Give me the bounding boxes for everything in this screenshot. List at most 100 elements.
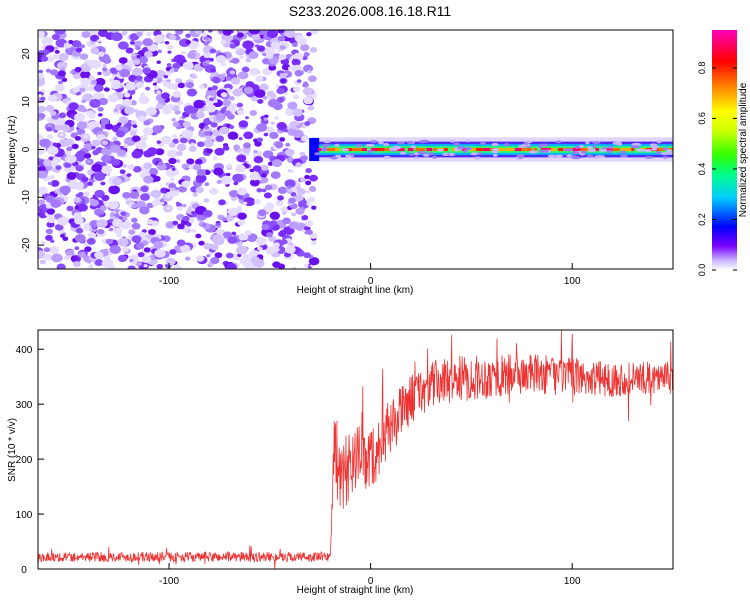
heatmap-noise-cell	[259, 83, 269, 92]
heatmap-noise-cell	[40, 96, 46, 101]
heatmap-noise-cell	[285, 109, 294, 117]
heatmap-band-speckle	[666, 151, 673, 155]
heatmap-noise-cell	[284, 30, 296, 38]
heatmap-noise-cell	[277, 35, 286, 42]
heatmap-noise-cell	[119, 169, 126, 175]
heatmap-noise-cell	[196, 141, 205, 148]
heatmap-band-speckle	[518, 144, 526, 148]
colorbar-tick-label: 0.4	[697, 163, 707, 176]
heatmap-noise-cell	[46, 134, 54, 140]
heatmap-noise-cell	[194, 30, 203, 35]
heatmap-band-peak	[483, 147, 491, 152]
heatmap-noise-cell	[237, 212, 247, 220]
heatmap-noise-cell	[92, 228, 97, 232]
heatmap-noise-cell	[261, 188, 267, 193]
heatmap-noise-cell	[96, 218, 108, 228]
heatmap-noise-cell	[172, 134, 178, 139]
heatmap-noise-cell	[309, 232, 318, 239]
heatmap-noise-cell	[232, 173, 244, 183]
heatmap-band-peak	[580, 147, 590, 152]
heatmap-band-speckle	[421, 139, 430, 143]
heatmap-noise-cell	[113, 227, 123, 235]
heatmap-noise-cell	[180, 244, 191, 253]
heatmap-noise-cell	[177, 223, 185, 230]
heatmap-band-peak	[604, 147, 615, 152]
heatmap-noise-cell	[168, 157, 177, 165]
heatmap-noise-cell	[288, 221, 299, 230]
heatmap-noise-cell	[41, 36, 53, 46]
heatmap-noise-cell	[38, 165, 46, 172]
heatmap-noise-cell	[195, 233, 202, 239]
heatmap-noise-cell	[122, 164, 128, 168]
heatmap-noise-cell	[83, 191, 90, 197]
heatmap-noise-cell	[236, 102, 243, 108]
heatmap-noise-cell	[180, 137, 188, 144]
heatmap-noise-cell	[246, 233, 258, 242]
heatmap-noise-cell	[303, 252, 311, 259]
heatmap-noise-cell	[165, 222, 174, 229]
heatmap-band-speckle	[649, 143, 658, 147]
heatmap-noise-cell	[113, 108, 119, 112]
heatmap-noise-cell	[269, 131, 279, 140]
heatmap-noise-cell	[152, 78, 158, 82]
heatmap-noise-cell	[287, 102, 298, 110]
heatmap-noise-cell	[54, 49, 60, 54]
heatmap-noise-cell	[248, 30, 261, 35]
heatmap-noise-cell	[293, 52, 304, 61]
heatmap-noise-cell	[270, 41, 281, 49]
heatmap-noise-cell	[48, 156, 54, 161]
heatmap-band-peak	[526, 147, 533, 152]
heatmap-noise-cell	[59, 119, 65, 124]
heatmap-band-speckle	[474, 156, 482, 160]
heatmap-noise-cell	[48, 246, 60, 254]
heatmap-band-peak	[334, 147, 340, 152]
heatmap-band-onset	[309, 138, 320, 161]
heatmap-noise-cell	[112, 136, 118, 141]
heatmap-noise-cell	[212, 156, 218, 160]
heatmap-noise-cell	[298, 199, 310, 209]
heatmap-noise-cell	[268, 64, 277, 71]
heatmap-noise-cell	[75, 227, 84, 234]
heatmap-noise-cell	[169, 249, 177, 255]
heatmap-noise-cell	[239, 55, 244, 60]
heatmap-noise-cell	[219, 126, 230, 135]
heatmap-noise-cell	[227, 131, 239, 140]
heatmap-noise-cell	[156, 60, 161, 64]
heatmap-noise-cell	[58, 112, 67, 119]
heatmap-noise-cell	[175, 30, 184, 35]
heatmap-band-speckle	[572, 151, 580, 155]
heatmap-noise-cell	[292, 129, 304, 139]
heatmap-noise-cell	[125, 82, 137, 91]
heatmap-noise-cell	[181, 51, 186, 55]
heatmap-noise-cell	[121, 98, 132, 107]
heatmap-noise-cell	[65, 138, 75, 146]
heatmap-noise-cell	[212, 76, 221, 84]
heatmap-band-peak	[407, 147, 414, 152]
heatmap-noise-cell	[100, 181, 106, 186]
heatmap-noise-cell	[176, 143, 187, 152]
heatmap-noise-cell	[118, 116, 129, 124]
heatmap-noise-cell	[42, 49, 50, 55]
heatmap-noise-cell	[272, 246, 280, 253]
heatmap-noise-cell	[161, 92, 170, 100]
heatmap-band-peak	[415, 147, 426, 152]
heatmap-noise-cell	[278, 230, 287, 237]
heatmap-noise-cell	[304, 220, 314, 227]
heatmap-noise-cell	[125, 47, 134, 54]
heatmap-noise-cell	[103, 87, 110, 92]
heatmap-noise-cell	[54, 124, 63, 131]
heatmap-noise-cell	[142, 67, 152, 75]
heatmap-band-speckle	[479, 141, 486, 145]
heatmap-noise-cell	[233, 181, 239, 186]
heatmap-noise-cell	[160, 135, 173, 145]
heatmap-noise-cell	[145, 31, 152, 37]
heatmap-noise-cell	[97, 228, 105, 235]
heatmap-noise-cell	[41, 240, 47, 245]
heatmap-noise-cell	[257, 209, 267, 217]
heatmap-noise-cell	[209, 187, 219, 195]
heatmap-noise-cell	[236, 206, 243, 211]
heatmap-band-peak	[326, 147, 337, 152]
heatmap-noise-cell	[94, 189, 105, 198]
heatmap-noise-cell	[46, 56, 54, 63]
heatmap-noise-cell	[54, 223, 64, 231]
